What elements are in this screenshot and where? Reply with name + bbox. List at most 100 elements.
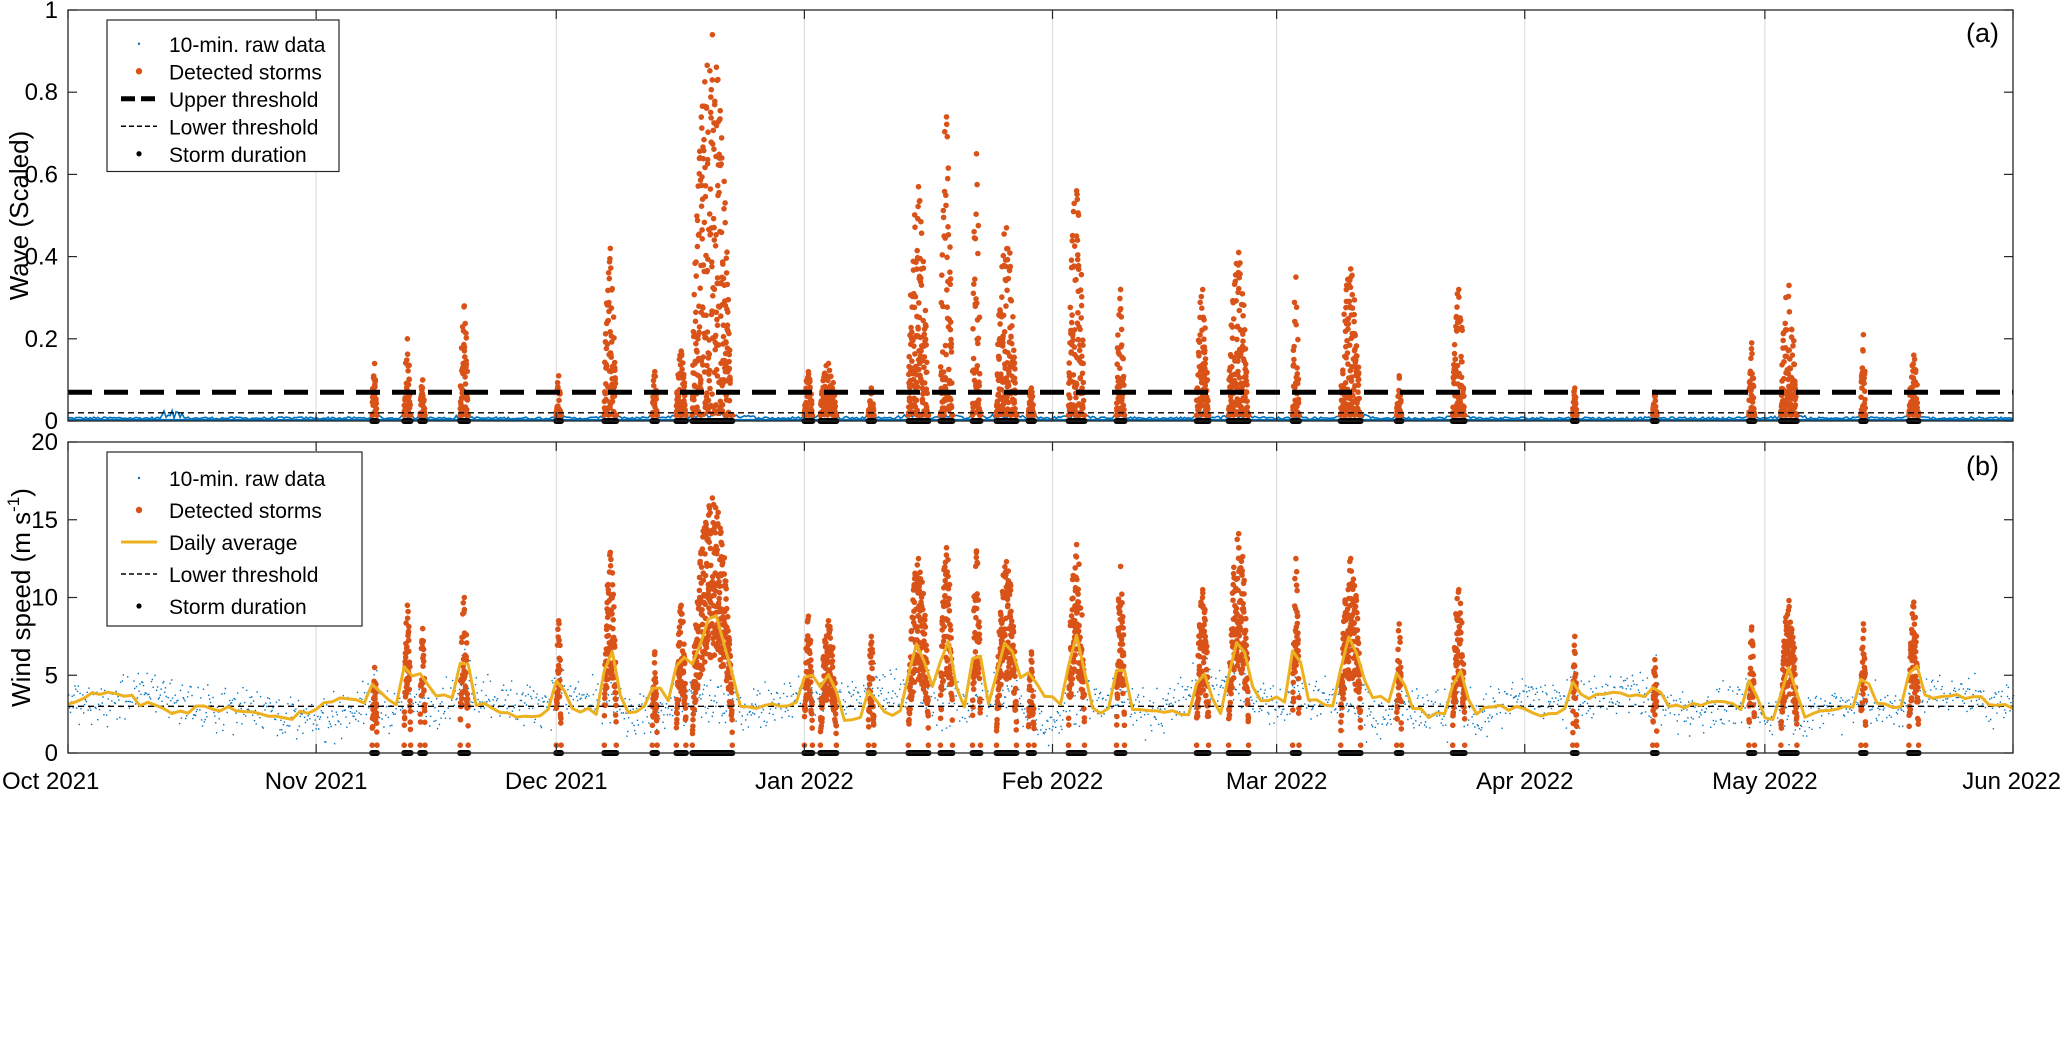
y-tick-label: 5 <box>45 662 58 689</box>
storm-event <box>969 151 984 419</box>
storm-event <box>1289 274 1302 418</box>
wave-detected-storms <box>369 31 1922 419</box>
storm-event <box>1449 286 1468 419</box>
storm-event <box>457 594 471 749</box>
wind-ticks: 0 5 10 15 20 Oct 2021 Nov 2021 Dec 2021 Jan 2022… <box>2 429 2061 795</box>
storm-event <box>1025 649 1037 748</box>
storm-event <box>1337 266 1364 419</box>
y-tick-label: 10 <box>31 585 58 612</box>
legend-item: Lower threshold <box>121 116 318 139</box>
legend-label: Lower threshold <box>169 116 318 139</box>
wind-panel: 0 5 10 15 20 Oct 2021 Nov 2021 Dec 2021 Jan 2022… <box>2 429 2061 795</box>
legend-label: Upper threshold <box>169 89 318 112</box>
y-tick-label: 15 <box>31 507 58 534</box>
wave-legend: 10-min. raw data Detected storms Upper thr… <box>106 19 340 173</box>
wave-panel-label: (a) <box>1966 18 1999 48</box>
storm-event <box>601 549 620 749</box>
legend-label: Storm duration <box>169 596 307 619</box>
storm-points <box>1289 555 1302 748</box>
storm-points <box>673 348 689 419</box>
storm-points <box>1778 282 1800 418</box>
storm-event <box>865 633 877 749</box>
storm-event <box>1193 586 1212 749</box>
daily-average-line <box>67 614 2014 722</box>
storm-points <box>1025 649 1037 748</box>
storm-event <box>417 625 428 749</box>
legend-label: Detected storms <box>169 61 322 84</box>
storm-points <box>1193 286 1212 419</box>
storm-points <box>1858 621 1869 749</box>
storm-points <box>649 649 660 749</box>
legend-label: 10-min. raw data <box>169 468 326 491</box>
storm-event <box>457 303 471 419</box>
legend-swatch-raw <box>137 476 141 480</box>
legend-item: Storm duration <box>136 144 307 167</box>
legend-item: Detected storms <box>135 61 322 84</box>
storm-event <box>601 245 620 419</box>
y-tick-label: 0.2 <box>25 326 58 353</box>
legend-item: Storm duration <box>136 596 307 619</box>
y-tick-label: 0.4 <box>25 244 58 271</box>
storm-points <box>1570 633 1580 748</box>
storm-points <box>1650 656 1660 748</box>
storm-event <box>401 336 414 419</box>
legend-box <box>106 451 363 627</box>
storm-points <box>817 617 840 749</box>
wind-detected-storms <box>369 495 1922 749</box>
storm-points <box>1906 352 1922 418</box>
legend-label: Lower threshold <box>169 564 318 587</box>
storm-points <box>1570 385 1580 418</box>
storm-event <box>1225 530 1252 748</box>
storm-event <box>1650 389 1660 418</box>
storm-points <box>1449 286 1468 419</box>
legend-item: Daily average <box>121 532 297 555</box>
wave-raw-data <box>67 408 2014 422</box>
storm-points <box>993 225 1020 419</box>
x-tick-label: Apr 2022 <box>1476 768 1573 795</box>
storm-points <box>817 360 840 419</box>
x-tick-label: Nov 2021 <box>265 768 368 795</box>
y-tick-label: 0.6 <box>25 161 58 188</box>
y-tick-label: 20 <box>31 429 58 456</box>
storm-event <box>801 613 816 748</box>
storm-points <box>457 303 471 419</box>
storm-event <box>1289 555 1302 748</box>
raw-data-points <box>68 648 2015 747</box>
legend-label: Detected storms <box>169 500 322 523</box>
legend-swatch-storm <box>135 68 143 75</box>
legend-item: 10-min. raw data <box>137 34 326 57</box>
storm-event <box>553 372 564 419</box>
storm-event <box>1337 555 1364 748</box>
storm-event <box>689 31 736 419</box>
storm-points <box>1289 274 1302 418</box>
raw-data-trace <box>67 408 2014 422</box>
wind-y-label-main: Wind speed (m s <box>6 512 36 707</box>
x-tick-label: May 2022 <box>1712 768 1817 795</box>
wave-y-axis-label: Wave (Scaled) <box>4 131 34 301</box>
storm-points <box>689 31 736 419</box>
legend-item: Detected storms <box>135 500 322 523</box>
storm-event <box>1393 372 1405 419</box>
storm-points <box>801 613 816 748</box>
storm-event <box>817 360 840 419</box>
storm-event <box>1449 586 1468 749</box>
storm-points <box>689 495 736 748</box>
storm-points <box>1337 266 1364 419</box>
storm-points <box>417 377 428 419</box>
storm-event <box>649 649 660 749</box>
storm-points <box>1449 586 1468 749</box>
storm-event <box>673 602 689 749</box>
storm-event <box>1065 541 1088 749</box>
storm-event <box>1225 249 1252 418</box>
storm-points <box>865 633 877 749</box>
wind-daily-average <box>67 614 2014 722</box>
legend-item: Lower threshold <box>121 564 318 587</box>
storm-event <box>417 377 428 419</box>
storm-event <box>1906 352 1922 418</box>
storm-points <box>1193 586 1212 749</box>
storm-points <box>1393 372 1405 419</box>
storm-event <box>401 602 414 749</box>
storm-points <box>993 558 1020 749</box>
storm-event <box>1570 385 1580 418</box>
